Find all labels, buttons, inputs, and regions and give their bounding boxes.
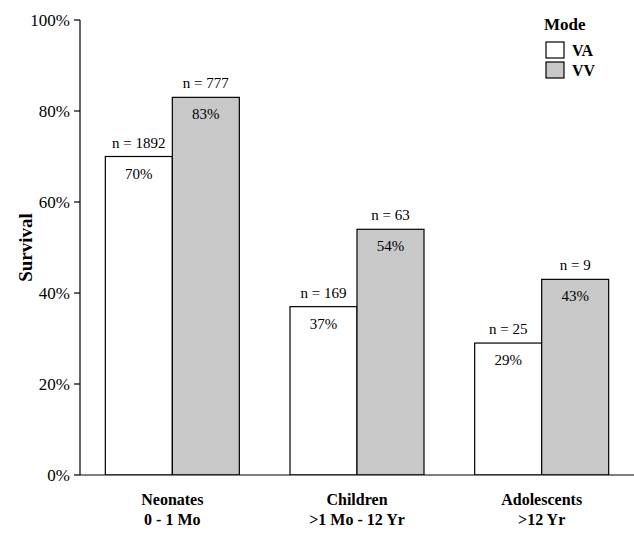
y-tick: [74, 383, 80, 384]
y-tick-label: 100%: [30, 11, 70, 30]
n-label: n = 169: [301, 285, 347, 301]
x-axis: [80, 474, 634, 475]
y-axis: [79, 20, 80, 475]
y-tick-label: 80%: [39, 102, 70, 121]
chart: 70% n = 1892 37% n = 169 29% n = 25 83% n = 777…: [0, 0, 634, 540]
bar: [357, 229, 424, 475]
data-label: 54%: [377, 238, 405, 254]
data-label: 70%: [125, 166, 153, 182]
bars: [105, 97, 608, 475]
bar: [172, 97, 239, 475]
bar: [542, 279, 609, 475]
legend: Mode VA VV: [544, 15, 596, 79]
x-tick-label: Children>1 Mo - 12 Yr: [309, 491, 405, 528]
n-label: n = 9: [560, 257, 591, 273]
bar: [290, 307, 357, 475]
x-tick-label: Adolescents>12 Yr: [501, 491, 582, 528]
y-tick: [74, 19, 80, 20]
y-tick-label: 0%: [47, 466, 70, 485]
n-label: n = 25: [489, 321, 527, 337]
y-tick: [74, 110, 80, 111]
legend-swatch: [546, 62, 564, 78]
n-label: n = 777: [183, 75, 229, 91]
legend-label: VV: [572, 62, 596, 79]
bar: [475, 343, 542, 475]
legend-label: VA: [572, 42, 593, 59]
y-tick-label: 60%: [39, 193, 70, 212]
y-tick: [74, 474, 80, 475]
bar: [105, 157, 172, 476]
x-tick-label: Neonates0 - 1 Mo: [141, 491, 203, 528]
y-tick-label: 20%: [39, 375, 70, 394]
legend-title: Mode: [544, 15, 586, 34]
n-label: n = 63: [371, 207, 409, 223]
data-label: 83%: [192, 106, 220, 122]
legend-swatch: [546, 42, 564, 58]
n-label: n = 1892: [112, 135, 165, 151]
y-tick: [74, 292, 80, 293]
data-label: 43%: [561, 288, 589, 304]
y-axis-label: Survival: [15, 213, 36, 282]
y-tick-label: 40%: [39, 284, 70, 303]
data-label: 37%: [310, 316, 338, 332]
y-tick: [74, 201, 80, 202]
data-label: 29%: [494, 352, 522, 368]
